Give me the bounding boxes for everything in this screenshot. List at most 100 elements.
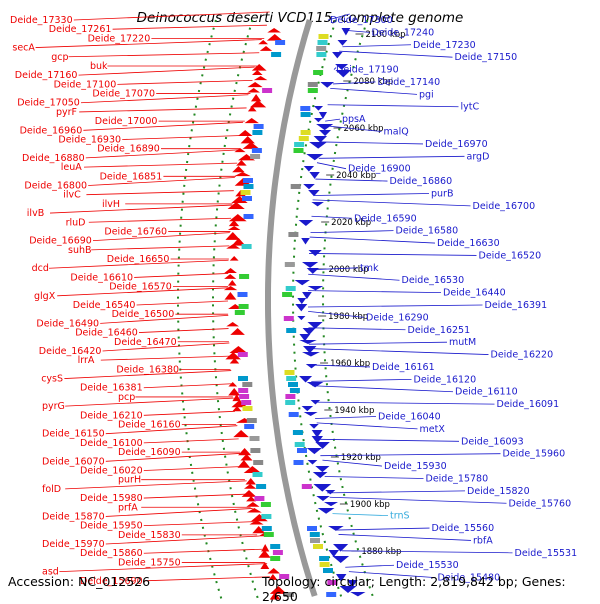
- reverse-gene-arrow: [315, 466, 330, 473]
- reverse-gene-arrow: [301, 406, 314, 412]
- left-gene-label: cysS: [41, 374, 63, 385]
- reverse-gene-arrow: [302, 292, 312, 300]
- reverse-gene-block: [300, 130, 311, 135]
- forward-gene-arrow: [246, 496, 256, 502]
- right-gene-label: Deide_15820: [467, 486, 530, 497]
- reverse-gene-arrow: [302, 352, 320, 357]
- left-gene-label: buk: [90, 61, 108, 72]
- left-gene-label: Deide_16380: [116, 364, 179, 375]
- reverse-gene-block: [298, 136, 309, 141]
- right-gene-label: Deide_15530: [396, 560, 459, 571]
- right-label-leader: [312, 385, 454, 393]
- right-gene-label: Deide_17150: [455, 52, 518, 63]
- forward-gene-arrow: [224, 268, 237, 274]
- forward-gene-block: [242, 382, 253, 387]
- right-gene-label: Deide_15780: [426, 473, 489, 484]
- left-gene-label: pyrF: [56, 107, 77, 118]
- reverse-gene-block: [289, 388, 300, 393]
- forward-gene-block: [246, 418, 257, 423]
- reverse-gene-block: [318, 34, 329, 39]
- left-label-leader: [86, 190, 234, 196]
- forward-gene-block: [234, 310, 245, 315]
- reverse-gene-block: [319, 562, 330, 567]
- left-gene-label: Deide_15950: [80, 521, 143, 532]
- left-label-leader: [35, 39, 262, 48]
- reverse-gene-arrow: [307, 322, 323, 329]
- left-label-leader: [143, 493, 249, 499]
- reverse-gene-block: [309, 532, 320, 537]
- left-label-leader: [80, 94, 249, 104]
- reverse-gene-block: [313, 544, 323, 549]
- reverse-gene-arrow: [301, 238, 310, 245]
- tick-label: 1940 kbp: [334, 406, 374, 416]
- left-label-leader: [85, 149, 239, 159]
- reverse-gene-arrow: [295, 304, 308, 312]
- left-label-leader: [88, 217, 232, 223]
- reverse-gene-arrow: [311, 202, 324, 207]
- forward-gene-arrow: [240, 136, 255, 144]
- right-gene-label: Deide_16220: [491, 350, 554, 361]
- forward-gene-block: [240, 190, 251, 195]
- forward-gene-block: [243, 214, 254, 219]
- reverse-gene-arrow: [303, 166, 315, 172]
- reverse-gene-arrow: [336, 574, 347, 582]
- forward-gene-arrow: [268, 574, 278, 580]
- genome-backbone: [265, 19, 318, 597]
- right-gene-label: Deide_16440: [443, 288, 506, 299]
- reverse-gene-arrow: [299, 334, 311, 342]
- left-gene-label: ilvH: [102, 199, 120, 210]
- left-gene-label: Deide_16570: [109, 282, 172, 293]
- right-label-leader: [345, 564, 395, 568]
- right-gene-label: Deide_16590: [354, 213, 417, 224]
- right-gene-label: Deide_16391: [485, 300, 548, 311]
- forward-gene-arrow: [252, 70, 263, 75]
- right-gene-label: Deide_16110: [455, 387, 518, 398]
- reverse-gene-arrow: [319, 130, 332, 136]
- gridline-2: [291, 19, 344, 600]
- right-gene-label: ppsA: [342, 114, 366, 125]
- reverse-gene-block: [310, 538, 320, 543]
- tick-label: 1980 kbp: [328, 312, 368, 322]
- forward-gene-arrow: [242, 142, 260, 149]
- right-gene-label: Deide_16120: [414, 374, 477, 385]
- left-label-leader: [73, 11, 270, 21]
- right-label-leader: [330, 87, 418, 95]
- right-label-leader: [308, 341, 448, 345]
- forward-gene-block: [239, 274, 250, 279]
- left-gene-label: leuA: [61, 162, 83, 173]
- right-label-leader: [333, 81, 376, 85]
- ruler-gridlines: [177, 19, 376, 600]
- forward-gene-arrow: [269, 586, 287, 594]
- reverse-gene-arrow: [320, 82, 335, 88]
- right-gene-label: Deide_16630: [437, 238, 500, 249]
- forward-gene-arrow: [244, 484, 257, 489]
- left-gene-label: Deide_16851: [100, 171, 163, 182]
- forward-gene-arrow: [231, 400, 248, 408]
- reverse-gene-arrow: [298, 220, 314, 226]
- forward-gene-arrow: [245, 478, 256, 485]
- right-label-leader: [310, 364, 371, 368]
- reverse-gene-arrow: [335, 64, 349, 70]
- forward-gene-block: [239, 394, 250, 399]
- reverse-gene-block: [286, 376, 297, 381]
- forward-gene-block: [243, 178, 253, 183]
- right-label-leader: [338, 534, 472, 541]
- right-label-leader: [333, 67, 337, 70]
- left-gene-label: ilvC: [63, 190, 81, 201]
- reverse-gene-arrow: [311, 430, 323, 438]
- reverse-gene-block: [288, 232, 299, 237]
- left-gene-label: ilvB: [27, 208, 44, 219]
- right-label-leader: [327, 490, 466, 494]
- reverse-gene-arrow: [333, 544, 349, 552]
- reverse-gene-arrow: [297, 316, 306, 321]
- forward-gene-block: [241, 400, 252, 405]
- reverse-gene-arrow: [313, 106, 324, 111]
- forward-gene-arrow: [232, 166, 245, 173]
- right-label-leader: [322, 459, 383, 467]
- right-label-leader: [327, 13, 350, 21]
- reverse-gene-arrow: [302, 328, 316, 336]
- forward-gene-arrow: [233, 430, 249, 438]
- reverse-gene-arrow: [339, 586, 357, 594]
- left-gene-label: Deide_16070: [42, 456, 105, 467]
- right-label-leader: [316, 162, 347, 170]
